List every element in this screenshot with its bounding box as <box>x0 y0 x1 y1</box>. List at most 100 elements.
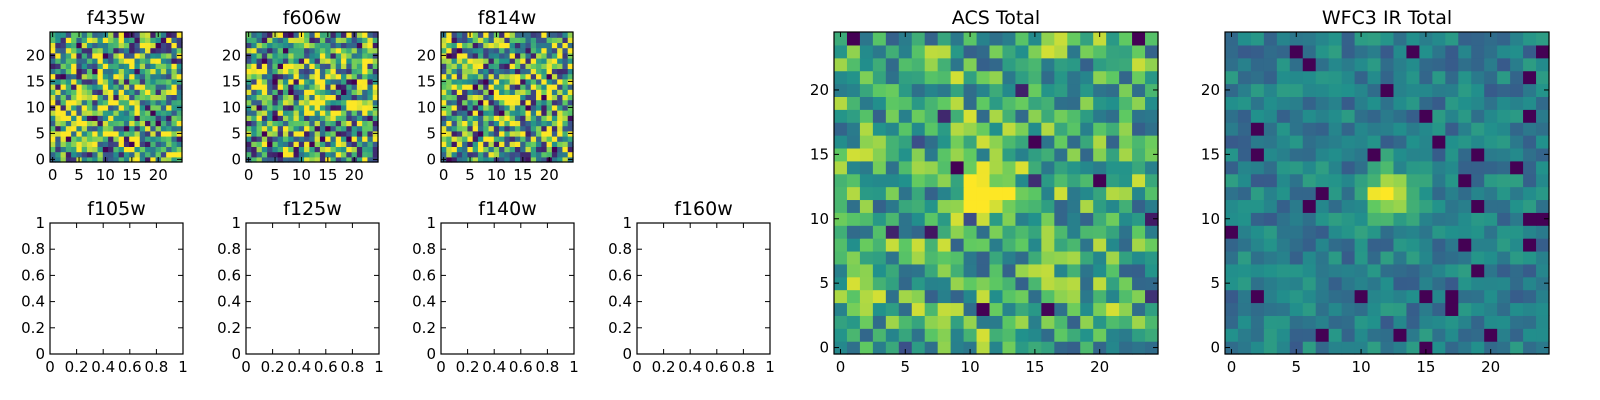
heatmap-cell <box>251 94 258 101</box>
heatmap-cell <box>341 68 347 75</box>
heatmap-cell <box>118 125 125 132</box>
heatmap-cell <box>1067 57 1081 72</box>
heatmap-cell <box>493 125 500 132</box>
heatmap-cell <box>256 141 263 147</box>
heatmap-cell <box>1419 276 1433 291</box>
heatmap-cell <box>139 42 146 49</box>
heatmap-cell <box>1054 109 1068 123</box>
heatmap-cell <box>859 57 874 72</box>
heatmap-cell <box>97 47 104 54</box>
heatmap-cell <box>1328 109 1343 123</box>
heatmap-cell <box>504 141 511 147</box>
heatmap-cell <box>514 68 521 75</box>
y-tick-label: 0 <box>426 345 436 363</box>
heatmap-cell <box>251 115 258 121</box>
heatmap-cell <box>1510 83 1524 97</box>
heatmap-cell <box>293 115 300 121</box>
heatmap-cell <box>551 146 558 153</box>
heatmap-cell <box>261 89 268 95</box>
heatmap-cell <box>456 78 463 85</box>
heatmap-cell <box>367 141 374 147</box>
heatmap-cell <box>341 89 347 95</box>
heatmap-cell <box>477 42 484 49</box>
heatmap-cell <box>246 89 252 95</box>
heatmap-cell <box>1536 32 1550 46</box>
heatmap-cell <box>139 141 146 147</box>
heatmap-cell <box>462 32 468 38</box>
heatmap-cell <box>256 94 263 101</box>
heatmap-cell <box>493 94 500 101</box>
heatmap-cell <box>92 47 99 54</box>
heatmap-cell <box>1289 199 1304 213</box>
heatmap-cell <box>304 37 310 43</box>
heatmap-cell <box>1354 96 1369 110</box>
heatmap-cell <box>1367 263 1382 278</box>
heatmap-cell <box>351 110 358 116</box>
heatmap-cell <box>520 104 527 111</box>
heatmap-cell <box>1028 44 1042 59</box>
heatmap-cell <box>123 156 130 163</box>
heatmap-cell <box>1341 289 1356 304</box>
heatmap-cell <box>1445 173 1459 188</box>
heatmap-cell <box>446 63 453 69</box>
heatmap-cell <box>1132 57 1146 72</box>
heatmap-cell <box>356 141 363 147</box>
heatmap-cell <box>1302 238 1317 252</box>
heatmap-cell <box>451 156 458 163</box>
heatmap-cell <box>530 125 537 132</box>
heatmap-cell <box>1406 302 1420 316</box>
heatmap-cell <box>1510 315 1524 329</box>
y-tick-label: 20 <box>222 46 241 64</box>
heatmap-cell <box>1041 122 1055 136</box>
heatmap-cell <box>483 37 490 43</box>
heatmap-cell <box>989 341 1004 355</box>
heatmap-cell <box>60 120 67 127</box>
heatmap-cell <box>1015 122 1029 136</box>
x-tick-label: 0 <box>632 358 642 376</box>
heatmap-cell <box>520 68 527 75</box>
heatmap-cell <box>1341 122 1356 136</box>
heatmap-cell <box>446 58 453 64</box>
heatmap-cell <box>446 84 453 90</box>
heatmap-cell <box>335 136 342 142</box>
heatmap-cell <box>50 89 56 95</box>
heatmap-cell <box>1145 70 1159 85</box>
heatmap-cell <box>1093 44 1107 59</box>
heatmap-cell <box>113 32 120 38</box>
heatmap-cell <box>567 58 574 64</box>
heatmap-cell <box>367 156 374 163</box>
heatmap-cell <box>267 47 273 54</box>
heatmap-cell <box>509 104 516 111</box>
heatmap-cell <box>123 84 130 90</box>
heatmap-cell <box>139 94 146 101</box>
heatmap-cell <box>351 78 358 85</box>
heatmap-cell <box>1419 199 1433 213</box>
heatmap-cell <box>1145 173 1159 188</box>
heatmap-cell <box>1289 328 1304 342</box>
heatmap-cell <box>298 47 305 54</box>
heatmap-cell <box>1015 199 1029 213</box>
heatmap-cell <box>335 94 342 101</box>
heatmap-cell <box>467 89 474 95</box>
heatmap-cell <box>319 120 326 127</box>
heatmap-cell <box>65 120 72 127</box>
heatmap-cell <box>71 104 77 111</box>
heatmap-cell <box>520 52 527 59</box>
heatmap-cell <box>1225 160 1239 175</box>
heatmap-cell <box>166 136 173 142</box>
heatmap-cell <box>166 58 173 64</box>
heatmap-cell <box>1523 173 1537 188</box>
heatmap-cell <box>76 94 83 101</box>
heatmap-cell <box>1276 70 1291 85</box>
heatmap-cell <box>1497 186 1511 201</box>
heatmap-cell <box>924 250 939 265</box>
heatmap-cell <box>145 89 151 95</box>
heatmap-cell <box>356 94 363 101</box>
heatmap-cell <box>1002 173 1017 188</box>
heatmap-cell <box>160 120 167 127</box>
heatmap-cell <box>911 328 926 342</box>
heatmap-cell <box>92 99 99 106</box>
heatmap-cell <box>97 141 104 147</box>
heatmap-cell <box>1497 199 1511 213</box>
heatmap-cell <box>536 78 542 85</box>
